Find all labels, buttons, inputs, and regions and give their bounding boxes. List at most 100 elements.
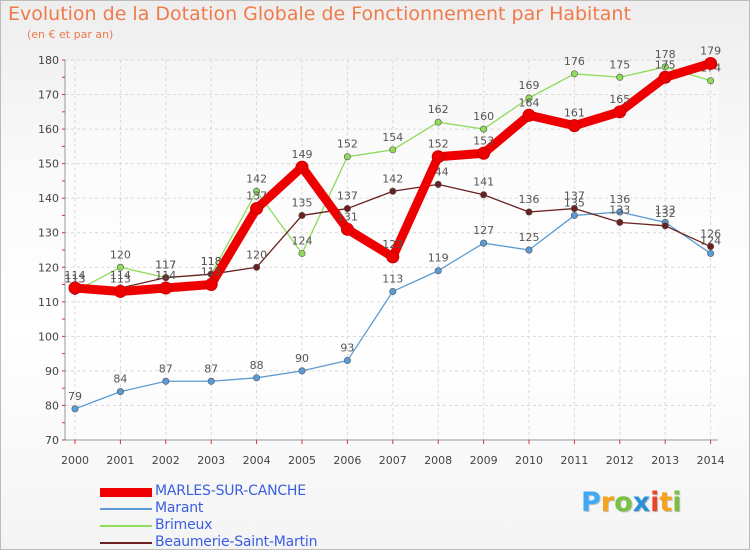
data-point <box>661 63 669 71</box>
data-point <box>477 146 491 160</box>
legend-swatch <box>100 508 152 510</box>
data-label: 132 <box>655 207 676 220</box>
data-label: 136 <box>519 193 540 206</box>
data-point <box>434 267 442 275</box>
logo-letter: P <box>581 487 601 518</box>
data-label: 161 <box>564 107 585 120</box>
data-point <box>570 205 578 213</box>
data-point <box>616 73 624 81</box>
data-point <box>704 56 718 70</box>
data-label: 93 <box>340 342 354 355</box>
legend-label: Beaumerie-Saint-Martin <box>155 534 318 550</box>
data-label: 115 <box>201 266 222 279</box>
data-point <box>343 357 351 365</box>
data-label: 133 <box>655 203 676 216</box>
data-point <box>431 150 445 164</box>
data-point <box>253 187 261 195</box>
data-label: 133 <box>609 203 630 216</box>
data-point <box>295 160 309 174</box>
x-tick-label: 2013 <box>651 454 679 467</box>
data-label: 154 <box>382 131 403 144</box>
data-label: 120 <box>246 248 267 261</box>
data-label: 124 <box>292 234 313 247</box>
data-point <box>707 243 715 251</box>
data-label: 176 <box>564 55 585 68</box>
data-label: 114 <box>65 269 86 282</box>
y-tick-label: 90 <box>45 365 59 378</box>
data-point <box>389 187 397 195</box>
chart-subtitle: (en € et par an) <box>27 28 114 41</box>
legend-swatch <box>100 487 152 497</box>
data-label: 135 <box>292 196 313 209</box>
data-label: 127 <box>473 224 494 237</box>
data-label: 162 <box>428 103 449 116</box>
data-point <box>480 191 488 199</box>
data-point <box>340 222 354 236</box>
data-label: 175 <box>655 58 676 71</box>
data-point <box>298 367 306 375</box>
data-label: 126 <box>700 228 721 241</box>
data-point <box>116 263 124 271</box>
data-point <box>567 119 581 133</box>
data-label: 84 <box>113 373 127 386</box>
data-point <box>525 208 533 216</box>
data-point <box>480 125 488 133</box>
data-point <box>480 239 488 247</box>
x-tick-label: 2006 <box>333 454 361 467</box>
data-label: 160 <box>473 110 494 123</box>
logo-letter: o <box>614 487 633 518</box>
legend-swatch <box>100 525 152 527</box>
logo-letter: x <box>632 487 651 518</box>
data-label: 164 <box>519 96 540 109</box>
data-point <box>613 105 627 119</box>
data-label: 153 <box>473 134 494 147</box>
data-label: 137 <box>246 190 267 203</box>
x-tick-label: 2004 <box>243 454 271 467</box>
logo-letter: t <box>659 487 673 518</box>
data-point <box>162 377 170 385</box>
data-point <box>434 118 442 126</box>
x-tick-label: 2003 <box>197 454 225 467</box>
data-label: 152 <box>337 138 358 151</box>
y-tick-label: 120 <box>38 261 59 274</box>
data-point <box>616 208 624 216</box>
data-point <box>298 249 306 257</box>
data-label: 142 <box>246 172 267 185</box>
legend-swatch <box>100 542 152 544</box>
data-label: 152 <box>428 138 449 151</box>
data-label: 120 <box>110 248 131 261</box>
x-tick-label: 2010 <box>515 454 543 467</box>
data-point <box>71 405 79 413</box>
x-tick-label: 2008 <box>424 454 452 467</box>
y-tick-label: 180 <box>38 54 59 67</box>
data-point <box>68 281 82 295</box>
data-label: 88 <box>250 359 264 372</box>
data-point <box>661 222 669 230</box>
y-tick-label: 140 <box>38 192 59 205</box>
data-point <box>522 108 536 122</box>
x-tick-label: 2007 <box>379 454 407 467</box>
data-label: 87 <box>159 362 173 375</box>
data-point <box>389 287 397 295</box>
data-label: 178 <box>655 48 676 61</box>
data-point <box>250 202 264 216</box>
data-point <box>204 278 218 292</box>
x-tick-label: 2002 <box>152 454 180 467</box>
data-label: 118 <box>201 255 222 268</box>
data-label: 141 <box>473 176 494 189</box>
logo-letter: i <box>672 487 682 518</box>
logo-letter: i <box>650 487 660 518</box>
legend-label: MARLES-SUR-CANCHE <box>155 483 306 499</box>
data-point <box>113 284 127 298</box>
x-tick-label: 2001 <box>106 454 134 467</box>
y-tick-label: 150 <box>38 158 59 171</box>
data-point <box>162 274 170 282</box>
y-tick-label: 160 <box>38 123 59 136</box>
data-label: 142 <box>382 172 403 185</box>
data-point <box>343 205 351 213</box>
legend-label: Brimeux <box>155 517 213 533</box>
y-tick-label: 80 <box>45 399 59 412</box>
chart-title: Evolution de la Dotation Globale de Fonc… <box>8 3 631 25</box>
data-label: 87 <box>204 362 218 375</box>
data-label: 125 <box>519 231 540 244</box>
